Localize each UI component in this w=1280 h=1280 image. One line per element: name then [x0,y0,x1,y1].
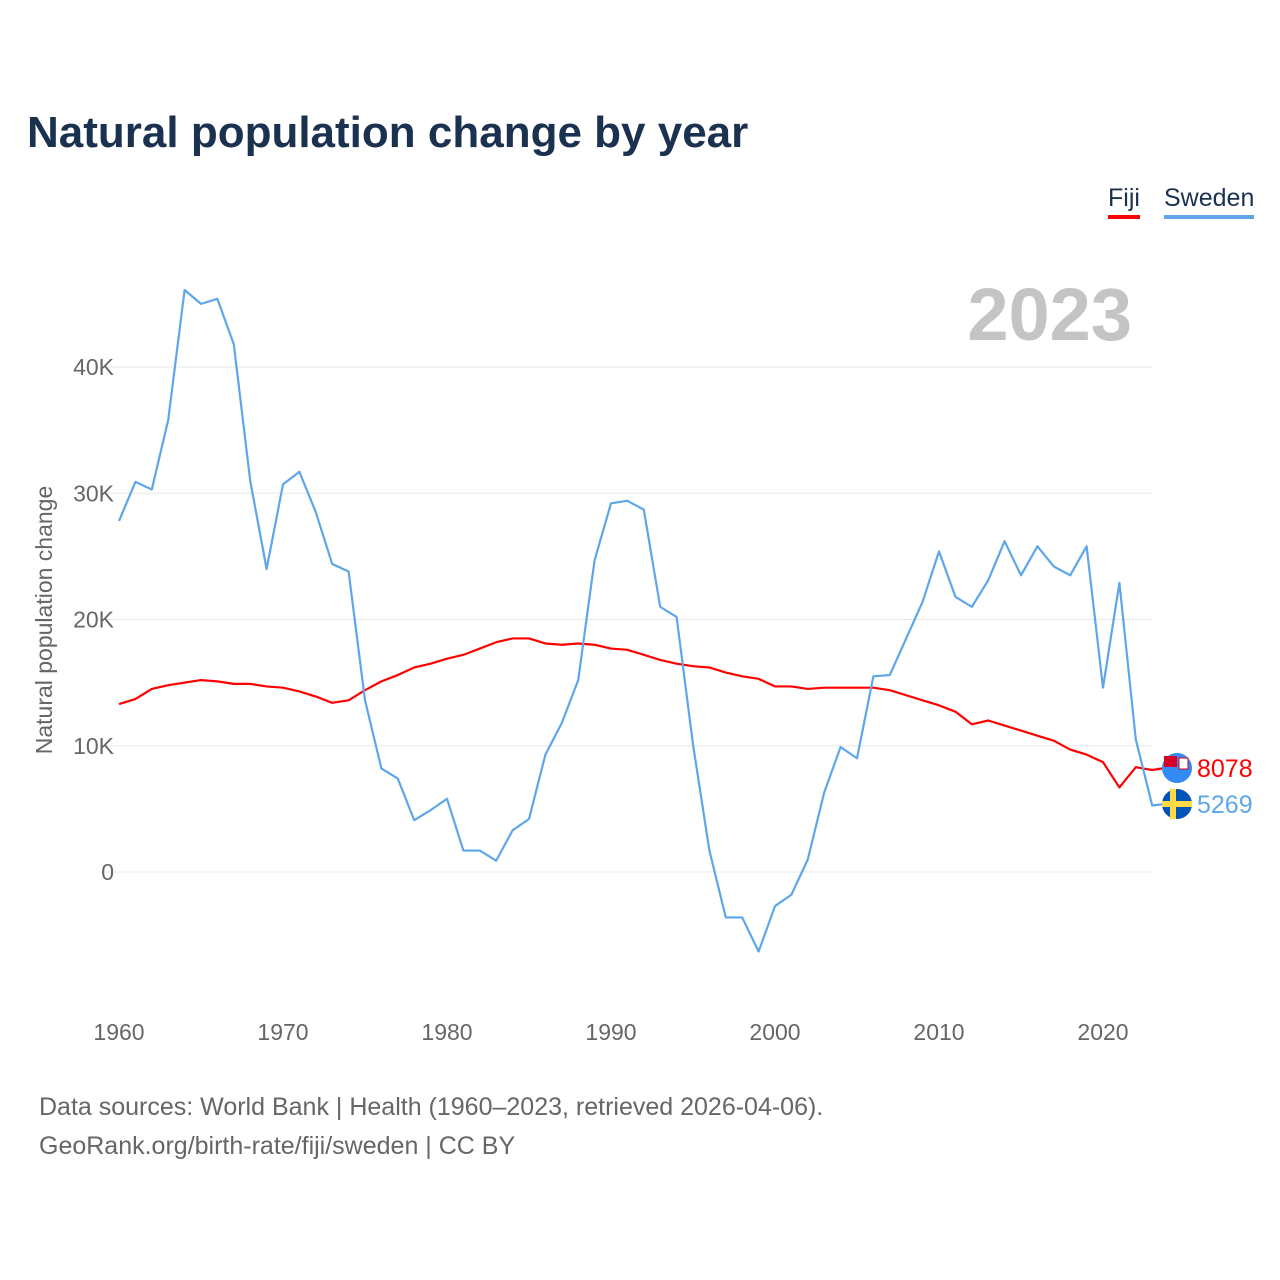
flag-shield [1178,757,1189,770]
legend-fiji[interactable]: Fiji [1108,184,1140,219]
end-label-sweden: 5269 [1197,791,1253,819]
y-tick-label: 0 [101,859,114,885]
x-tick-label: 1960 [93,1019,144,1045]
x-tick-label: 2010 [913,1019,964,1045]
y-tick-label: 30K [73,480,115,506]
series-line-sweden [117,288,1166,953]
flag-canton [1164,756,1177,767]
y-tick-label: 10K [73,733,115,759]
y-tick-label: 20K [73,607,115,633]
flag-stripe [1170,789,1176,819]
source-note: Data sources: World Bank | Health (1960–… [39,1088,823,1166]
x-tick-label: 1970 [257,1019,308,1045]
flag-stripe [1162,801,1192,807]
chart-title: Natural population change by year [27,108,749,157]
x-tick-label: 1980 [421,1019,472,1045]
end-label-fiji: 8078 [1197,755,1253,783]
source-line-1: Data sources: World Bank | Health (1960–… [39,1093,824,1121]
legend-sweden[interactable]: Sweden [1164,184,1255,219]
series-line-fiji [118,637,1166,789]
year-label: 2023 [967,273,1132,356]
x-tick-label: 2020 [1077,1019,1128,1045]
x-tick-label: 2000 [749,1019,800,1045]
y-tick-label: 40K [73,354,115,380]
y-axis-label: Natural population change [31,486,57,755]
source-line-2[interactable]: GeoRank.org/birth-rate/fiji/sweden | CC … [39,1132,516,1160]
x-tick-label: 1990 [585,1019,636,1045]
